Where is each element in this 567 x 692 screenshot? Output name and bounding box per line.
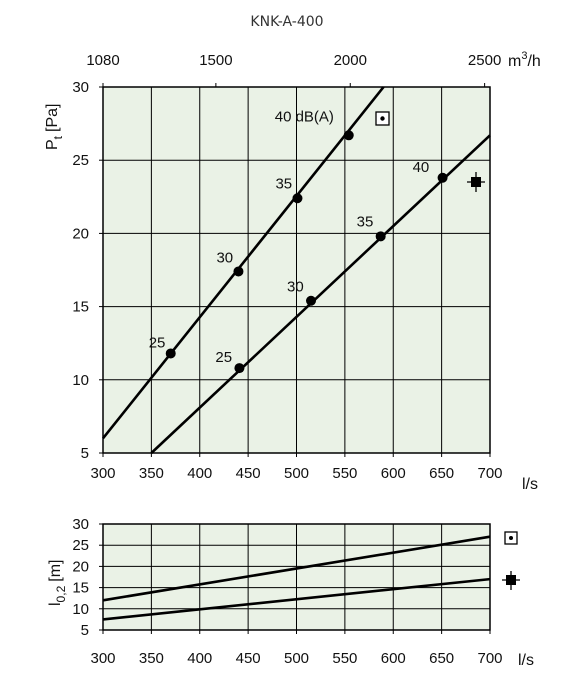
- x-tick-label: 350: [139, 650, 164, 667]
- y-tick-label: 25: [72, 152, 89, 169]
- data-point: [343, 130, 354, 141]
- main-y-axis-label: Pt[Pa]: [44, 104, 65, 150]
- chart-title: KNK-A-400: [250, 14, 323, 30]
- x-tick-label: 500: [284, 650, 309, 667]
- main-y-ticks: 5 10 15 20 25 30: [72, 79, 103, 462]
- bottom-y-ticks: 5 10 15 20 25 30: [72, 516, 103, 639]
- y-tick-label: 5: [81, 622, 89, 639]
- x-tick-label: 700: [477, 465, 502, 482]
- data-point-label: 40: [413, 159, 430, 176]
- x-tick-label: 700: [477, 650, 502, 667]
- data-point: [306, 295, 317, 306]
- main-x-ticks: 300 350 400 450 500 550 600 650 700: [90, 453, 503, 482]
- x-tick-label: 300: [90, 650, 115, 667]
- data-point-label: 25: [149, 334, 166, 351]
- series-line-1: [101, 86, 385, 440]
- data-point-label: 35: [275, 175, 292, 192]
- legend-marker-dot-in-square-icon: [375, 111, 390, 126]
- bottom-legend-square-cross-icon: [502, 571, 520, 590]
- x-tick-label: 350: [139, 465, 164, 482]
- y-tick-label: 30: [72, 79, 89, 96]
- legend-marker-square-cross-icon: [467, 172, 485, 192]
- x-tick-label: 450: [236, 650, 261, 667]
- x-tick-label: 550: [332, 465, 357, 482]
- data-point-label: 30: [287, 279, 304, 296]
- y-tick-label: 20: [72, 225, 89, 242]
- x-tick-label: 400: [187, 650, 212, 667]
- series-line-2: [150, 134, 491, 454]
- y-tick-label: 15: [72, 299, 89, 316]
- top-tick-label: 2000: [334, 52, 367, 69]
- main-data-points: 25 30 35 40 dB(A) 25 30 35 40: [149, 108, 448, 374]
- x-tick-label: 650: [429, 650, 454, 667]
- data-point: [375, 231, 386, 242]
- bottom-series-lines: [102, 535, 491, 621]
- x-tick-label: 650: [429, 465, 454, 482]
- main-top-ticks: 1080 1500 2000 2500: [86, 52, 501, 87]
- data-point-label: 40 dB(A): [275, 108, 334, 125]
- bottom-y-axis-label: l0,2[m]: [47, 560, 68, 606]
- bottom-series-line-1: [102, 535, 491, 602]
- bottom-series-line-2: [102, 577, 491, 621]
- x-tick-label: 300: [90, 465, 115, 482]
- data-point: [292, 193, 303, 204]
- x-tick-label: 600: [381, 650, 406, 667]
- data-point: [234, 363, 245, 374]
- data-point: [233, 266, 244, 277]
- y-tick-label: 10: [72, 372, 89, 389]
- bottom-x-axis-label: l/s: [518, 652, 534, 669]
- x-tick-label: 550: [332, 650, 357, 667]
- main-series-lines: [101, 86, 491, 454]
- top-tick-label: 1080: [86, 52, 119, 69]
- y-tick-label: 30: [72, 516, 89, 533]
- x-tick-label: 400: [187, 465, 212, 482]
- bottom-grid: [102, 523, 491, 631]
- top-tick-label: 2500: [468, 52, 501, 69]
- main-x-axis-label: l/s: [522, 476, 538, 493]
- data-point-label: 30: [216, 249, 233, 266]
- bottom-x-ticks: 300 350 400 450 500 550 600 650 700: [90, 630, 503, 667]
- data-point-label: 35: [357, 213, 374, 230]
- top-tick-label: 1500: [199, 52, 232, 69]
- data-point: [437, 172, 448, 183]
- data-point-label: 25: [215, 349, 232, 366]
- data-point: [165, 348, 176, 359]
- top-axis-label: m3/h: [508, 50, 541, 70]
- y-tick-label: 25: [72, 537, 89, 554]
- x-tick-label: 600: [381, 465, 406, 482]
- y-tick-label: 15: [72, 580, 89, 597]
- y-tick-label: 10: [72, 601, 89, 618]
- y-tick-label: 5: [81, 445, 89, 462]
- x-tick-label: 500: [284, 465, 309, 482]
- bottom-legend-dot-in-square-icon: [504, 531, 518, 545]
- y-tick-label: 20: [72, 558, 89, 575]
- x-tick-label: 450: [236, 465, 261, 482]
